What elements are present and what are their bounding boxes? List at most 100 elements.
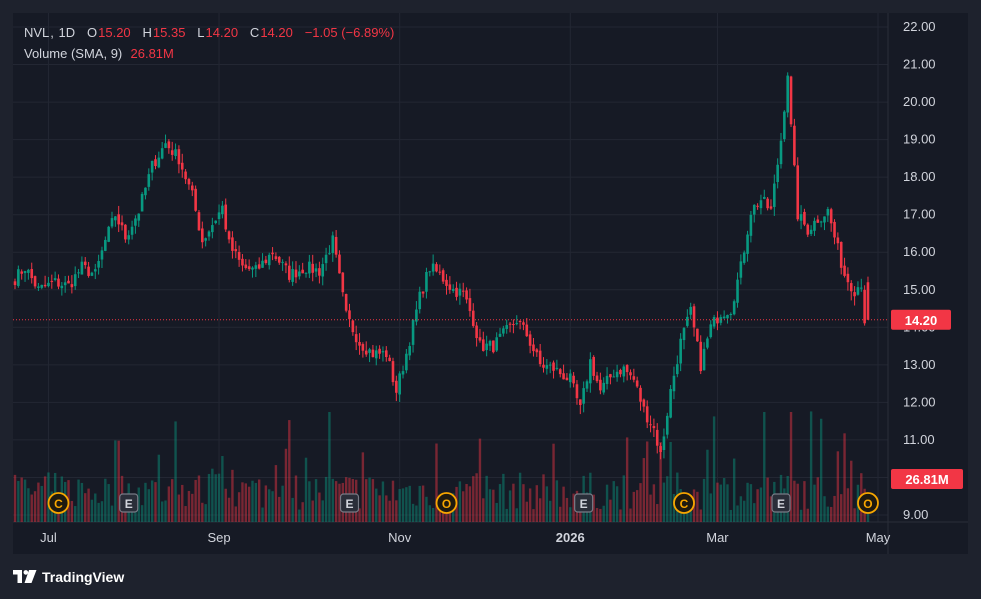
volume-bar: [298, 509, 301, 522]
volume-bar: [732, 458, 736, 522]
volume-bar: [646, 441, 649, 522]
volume-bar: [104, 478, 107, 522]
volume-bar: [569, 507, 572, 522]
candle-body: [662, 436, 666, 451]
candle-body: [398, 373, 401, 395]
candle-body: [445, 279, 448, 286]
volume-bar: [381, 481, 385, 522]
volume-bar: [799, 509, 803, 522]
earnings-marker: [574, 493, 594, 513]
y-tick-label: 11.00: [903, 432, 935, 447]
volume-bar: [823, 496, 826, 522]
volume-bar: [542, 474, 545, 522]
candle-body: [555, 367, 559, 369]
candle-body: [565, 377, 569, 381]
volume-bar: [609, 499, 612, 522]
candle-body: [57, 278, 60, 287]
candle-body: [669, 389, 672, 418]
volume-bar: [806, 508, 809, 522]
legend-interval: 1D: [58, 25, 76, 40]
candle-body: [261, 260, 264, 268]
volume-bar: [231, 469, 234, 522]
tradingview-logo[interactable]: TradingView: [13, 569, 124, 585]
volume-bar: [565, 497, 569, 522]
volume-bar: [615, 486, 619, 522]
candle-body: [324, 254, 328, 264]
chart-panel[interactable]: 22.00 21.00 20.00 19.00 18.00 17.00 16.00 15.00…: [13, 13, 968, 554]
tradingview-icon: [13, 570, 37, 583]
volume-bar: [538, 498, 542, 522]
candle-body: [100, 250, 104, 260]
candle-body: [321, 264, 325, 277]
volume-bar: [672, 493, 676, 522]
price-chart[interactable]: 22.00 21.00 20.00 19.00 18.00 17.00 16.00 15.00…: [13, 13, 968, 554]
volume-bar: [147, 489, 150, 522]
candle-body: [602, 382, 606, 393]
candle-body: [803, 211, 806, 225]
candle-body: [348, 310, 351, 320]
last-price-badge: [891, 309, 951, 330]
volume-bar: [204, 504, 207, 522]
candle-body: [495, 337, 498, 351]
volume-bar: [13, 474, 17, 522]
candle-body: [104, 239, 107, 251]
candle-body: [819, 221, 823, 223]
volume-bar: [850, 460, 853, 522]
earnings-marker-label: E: [777, 497, 785, 511]
candle-body: [144, 187, 147, 196]
candle-body: [428, 271, 432, 273]
volume-bar: [257, 479, 261, 522]
volume-bar: [17, 480, 20, 522]
candle-body: [545, 365, 549, 369]
volume-bar: [415, 505, 418, 522]
volume-bar: [217, 473, 221, 522]
volume-bar: [43, 476, 47, 522]
ohlc-legend: NVL, 1D O15.20 H15.35 L14.20 C14.20 −1.0…: [24, 25, 395, 40]
candle-body: [117, 214, 120, 225]
event-marker-label: O: [863, 497, 872, 511]
x-tick-label: Sep: [207, 530, 230, 545]
volume-value: 26.81M: [130, 46, 174, 61]
other-event-marker: [435, 492, 458, 514]
volume-bar: [796, 483, 799, 522]
volume-bar: [117, 440, 120, 522]
candle-body: [431, 263, 435, 272]
candle-body: [826, 209, 830, 216]
candle-body: [244, 264, 248, 268]
candle-body: [726, 314, 729, 319]
candle-body: [789, 76, 793, 125]
volume-bar: [80, 482, 84, 522]
volume-bar: [545, 486, 549, 522]
volume-bar: [358, 508, 361, 522]
candle-body: [221, 205, 224, 215]
volume-bar: [284, 448, 288, 522]
volume-bar: [769, 496, 773, 522]
candle-body: [50, 280, 54, 282]
candle-body: [328, 253, 331, 255]
volume-bar: [70, 500, 74, 522]
volume-bar: [334, 481, 338, 522]
legend-high-label: H: [142, 25, 152, 40]
candle-body: [632, 376, 636, 380]
volume-bar: [130, 505, 134, 522]
candle-body: [137, 213, 141, 221]
candle-body: [351, 320, 355, 333]
earnings-marker: [119, 493, 139, 513]
volume-bar: [237, 492, 241, 522]
candle-body: [408, 346, 412, 356]
volume-bar: [853, 508, 856, 522]
earnings-marker-label: E: [125, 497, 133, 511]
candle-body: [692, 306, 696, 328]
candle-body: [485, 343, 488, 351]
candle-body: [806, 224, 810, 235]
candle-body: [696, 328, 699, 342]
candle-body: [418, 291, 422, 310]
candle-body: [451, 288, 455, 291]
volume-bar: [512, 483, 515, 522]
candle-body: [665, 415, 669, 435]
volume-bar: [181, 484, 184, 522]
legend-close-label: C: [249, 25, 260, 40]
candle-body: [558, 369, 562, 375]
candle-body: [411, 320, 415, 345]
volume-bar: [793, 480, 796, 522]
